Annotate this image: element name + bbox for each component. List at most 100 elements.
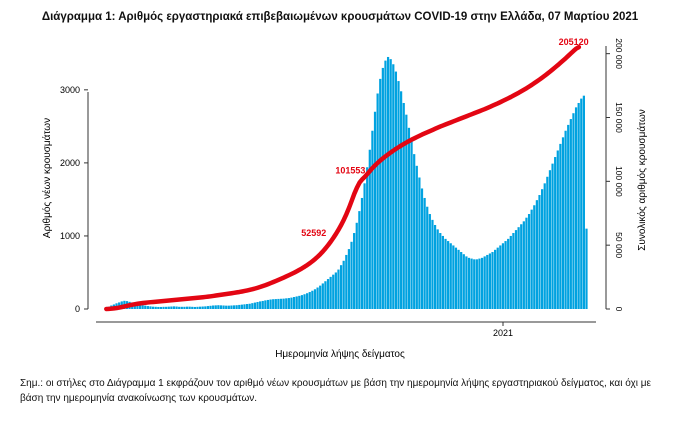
- bar: [243, 304, 246, 309]
- left-tick-label: 1000: [60, 231, 80, 241]
- bar: [525, 217, 528, 309]
- bar: [292, 297, 296, 309]
- bar: [141, 305, 144, 309]
- bar: [279, 298, 283, 309]
- bar: [457, 249, 460, 309]
- bar: [306, 293, 309, 309]
- bar: [175, 306, 178, 309]
- bar: [444, 238, 447, 309]
- y-axis-right-label: Συνολικός αριθμός κρουσμάτων: [636, 109, 648, 251]
- bar: [465, 256, 468, 309]
- bar: [274, 299, 277, 309]
- bar: [470, 258, 473, 309]
- x-tick-label: 2021: [493, 328, 513, 338]
- bar: [230, 305, 233, 309]
- bar: [499, 245, 502, 309]
- bar: [397, 81, 400, 309]
- annotation-label: 101553: [335, 165, 365, 175]
- bar: [324, 281, 327, 309]
- bar: [517, 227, 520, 309]
- bar: [527, 214, 531, 309]
- left-tick-label: 0: [75, 304, 80, 314]
- bar: [355, 222, 358, 309]
- annotation-label: 52592: [301, 228, 326, 238]
- bar: [347, 249, 351, 309]
- bar: [460, 252, 463, 309]
- bar: [420, 188, 424, 309]
- bar: [561, 137, 565, 309]
- bar: [473, 259, 476, 309]
- bar: [582, 95, 585, 310]
- bar: [514, 230, 518, 309]
- bar: [392, 64, 395, 309]
- bar: [433, 224, 437, 309]
- annotation-label: 205120: [559, 37, 589, 47]
- bar: [196, 306, 199, 309]
- bar: [491, 252, 494, 309]
- bar: [201, 306, 204, 309]
- bar: [178, 306, 181, 309]
- bar: [253, 302, 257, 309]
- bar: [548, 170, 552, 309]
- bar: [206, 306, 210, 309]
- bar: [295, 296, 298, 309]
- right-axis: 0 50 000 100 000 150 000 200 000: [605, 38, 624, 312]
- bar: [240, 304, 243, 309]
- cumulative-line-series: [104, 44, 582, 312]
- bar: [546, 176, 549, 309]
- bar: [488, 253, 491, 309]
- bar: [475, 259, 478, 309]
- bar: [428, 214, 431, 309]
- right-tick-label: 100 000: [614, 166, 624, 197]
- bar: [339, 265, 343, 309]
- right-tick-label: 50 000: [614, 232, 624, 258]
- bar: [447, 241, 450, 309]
- bar: [316, 287, 319, 309]
- bar: [329, 276, 332, 309]
- annotations: 205120 101553 52592: [301, 37, 589, 238]
- bar: [259, 301, 262, 309]
- bar: [436, 229, 439, 309]
- bar: [494, 249, 497, 309]
- bar: [204, 306, 207, 309]
- bar: [376, 93, 379, 310]
- bar: [543, 183, 546, 309]
- right-tick-label: 150 000: [614, 102, 624, 133]
- bar: [564, 130, 567, 309]
- bar: [235, 305, 238, 309]
- bar: [486, 254, 489, 309]
- bar: [522, 221, 525, 309]
- bar: [238, 304, 241, 309]
- bar: [431, 219, 434, 309]
- bar: [149, 306, 152, 309]
- left-tick-label: 3000: [60, 85, 80, 95]
- bar: [326, 279, 330, 309]
- bar: [269, 299, 272, 309]
- bar: [138, 304, 142, 309]
- bar: [478, 258, 481, 309]
- bar: [277, 298, 280, 309]
- right-tick-label: 200 000: [614, 38, 624, 69]
- bar: [225, 305, 228, 309]
- bar: [162, 306, 165, 309]
- bar: [222, 305, 225, 309]
- bar: [441, 235, 444, 309]
- bar: [509, 235, 512, 309]
- chart-title: Διάγραμμα 1: Αριθμός εργαστηριακά επιβεβ…: [41, 11, 639, 23]
- bar: [454, 247, 458, 309]
- bar: [334, 272, 337, 309]
- bar: [360, 197, 364, 309]
- bar: [227, 305, 230, 309]
- bar: [212, 305, 215, 309]
- bar: [567, 124, 570, 310]
- bar: [533, 205, 536, 309]
- bar: [574, 107, 578, 310]
- bar: [373, 111, 377, 309]
- bar: [321, 283, 324, 309]
- bar: [512, 233, 515, 309]
- bar: [467, 257, 471, 309]
- bar: [167, 306, 170, 309]
- bar: [554, 157, 557, 309]
- bar: [261, 300, 264, 309]
- bar: [353, 233, 356, 309]
